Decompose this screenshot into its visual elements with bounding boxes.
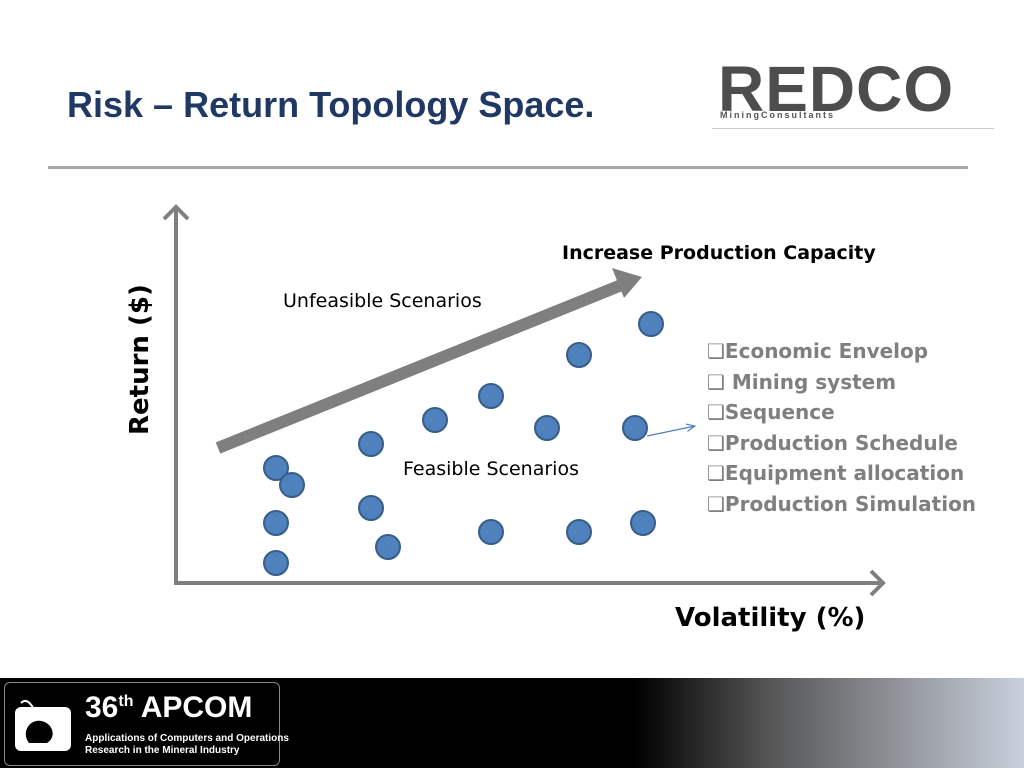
arrow-label: Increase Production Capacity	[562, 242, 876, 264]
dot	[622, 415, 648, 441]
x-axis-label: Volatility (%)	[675, 603, 866, 633]
dot	[478, 383, 504, 409]
dot	[566, 519, 592, 545]
dot	[375, 534, 401, 560]
conference-logo: 36th APCOM Applications of Computers and…	[4, 682, 289, 766]
edition-number: 36	[85, 691, 119, 724]
dot	[279, 472, 305, 498]
logo-text: REDCO	[718, 52, 955, 126]
factor-item: ❑Production Schedule	[707, 430, 958, 455]
region-label: Feasible Scenarios	[403, 458, 579, 480]
capacity-arrow	[215, 278, 627, 454]
divider	[48, 166, 968, 169]
logo-subtitle: MiningConsultants	[720, 110, 835, 120]
dot	[534, 415, 560, 441]
dot	[263, 455, 289, 481]
factor-item: ❑Production Simulation	[707, 491, 977, 516]
conference-name: 36th APCOM	[85, 691, 252, 725]
pointer-arrow	[646, 426, 695, 437]
axes	[174, 207, 883, 585]
subtitle-line: Research in the Mineral Industry	[85, 745, 240, 756]
y-arrowhead	[162, 204, 190, 221]
dot	[358, 495, 384, 521]
y-axis-label: Return ($)	[125, 284, 155, 435]
x-arrowhead	[869, 569, 886, 597]
scenario-dots	[263, 311, 664, 576]
factor-list: ❑Economic Envelop ❑ Mining system ❑Sequenc…	[707, 336, 976, 520]
factor-item: ❑Economic Envelop	[707, 339, 929, 363]
conference-subtitle: Applications of Computers and Operations…	[85, 733, 289, 757]
conference-acronym: APCOM	[140, 691, 253, 724]
factor-item: ❑ Mining system	[707, 369, 897, 394]
diagram	[162, 204, 886, 597]
subtitle-line: Applications of Computers and Operations	[85, 733, 289, 744]
dot	[630, 510, 656, 536]
mouse-icon	[15, 699, 71, 751]
dot	[638, 311, 664, 337]
dot	[263, 510, 289, 536]
footer: 36th APCOM Applications of Computers and…	[0, 678, 1024, 768]
dot	[358, 431, 384, 457]
dot	[478, 519, 504, 545]
dot	[566, 342, 592, 368]
dot	[263, 550, 289, 576]
edition-suffix: th	[118, 693, 134, 710]
region-label: Unfeasible Scenarios	[283, 290, 482, 312]
dot	[422, 407, 448, 433]
logo: REDCO MiningConsultants	[712, 52, 994, 129]
factor-item: ❑Sequence	[707, 400, 835, 425]
factor-item: ❑Equipment allocation	[707, 461, 965, 486]
capacity-arrowhead	[612, 268, 642, 298]
slide-title: Risk – Return Topology Space.	[67, 84, 595, 125]
